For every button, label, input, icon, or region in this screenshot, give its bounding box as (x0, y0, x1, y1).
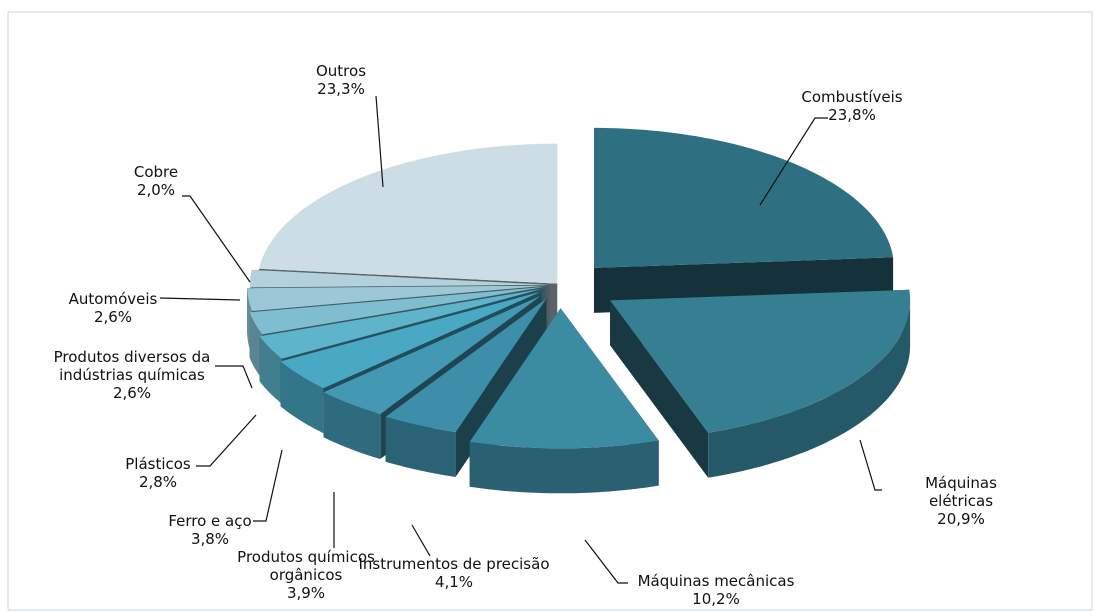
slice-label: Instrumentos de precisão 4,1% (359, 555, 550, 591)
value-label: 3,8% (190, 530, 230, 548)
slice (594, 127, 894, 268)
category-label: Ferro e aço (168, 512, 252, 530)
slice (249, 286, 545, 335)
category-label: Produtos diversos da indústrias químicas (53, 348, 211, 384)
leader-line (159, 297, 241, 301)
slice-label: Plásticos 2,8% (125, 455, 191, 491)
leader-line (584, 539, 628, 584)
slice-wall (280, 361, 324, 434)
leader-line (859, 439, 882, 491)
slice-label: Máquinas elétricas 20,9% (892, 474, 1030, 528)
leader-line (759, 117, 828, 206)
slice-label: Automóveis 2,6% (69, 290, 158, 326)
slice-wall (323, 392, 381, 459)
slice-label: Cobre 2,0% (134, 163, 178, 199)
slice (259, 143, 558, 284)
value-label: 20,9% (937, 510, 985, 528)
slice (280, 291, 541, 389)
value-label: 2,6% (93, 308, 133, 326)
slice-label: Máquinas mecânicas 10,2% (638, 572, 795, 608)
slice-label: Outros 23,3% (316, 62, 366, 98)
value-label: 23,3% (317, 80, 365, 98)
leader-line (253, 449, 283, 522)
slice-label: Produtos diversos da indústrias químicas… (54, 348, 211, 402)
category-label: Automóveis (68, 290, 158, 308)
chart-frame (7, 11, 1093, 611)
value-label: 3,9% (286, 584, 326, 602)
slice-side (610, 300, 709, 478)
value-label: 2,6% (112, 384, 152, 402)
category-label: Instrumentos de precisão (358, 555, 550, 573)
value-label: 4,1% (434, 573, 474, 591)
slice (385, 298, 547, 432)
category-label: Máquinas mecânicas (637, 572, 795, 590)
slice (247, 285, 548, 311)
slice-wall (259, 336, 282, 404)
category-label: Cobre (133, 163, 179, 181)
leader-line (411, 524, 431, 557)
slice (250, 269, 550, 288)
value-label: 2,0% (136, 181, 176, 199)
slice-wall (469, 440, 659, 494)
slice-wall (385, 416, 456, 477)
leader-line (196, 414, 257, 467)
slice (259, 288, 542, 359)
category-label: Máquinas elétricas (925, 474, 997, 510)
slice-label: Combustíveis 23,8% (801, 88, 902, 124)
slice-label: Ferro e aço 3,8% (168, 512, 251, 548)
leader-line (182, 195, 251, 283)
leader-line (215, 365, 253, 389)
value-label: 23,8% (828, 106, 876, 124)
slice-wall (249, 312, 263, 380)
slice (323, 295, 541, 414)
category-label: Combustíveis (801, 88, 903, 106)
category-label: Plásticos (125, 455, 191, 473)
value-label: 10,2% (692, 590, 740, 608)
slice-label: Produtos químicos orgânicos 3,9% (237, 548, 375, 602)
value-label: 2,8% (138, 473, 178, 491)
slice (610, 289, 911, 433)
category-label: Outros (315, 62, 367, 80)
category-label: Produtos químicos orgânicos (237, 548, 375, 584)
slice-wall (708, 300, 911, 478)
slice (469, 308, 659, 449)
leader-line (375, 95, 384, 188)
